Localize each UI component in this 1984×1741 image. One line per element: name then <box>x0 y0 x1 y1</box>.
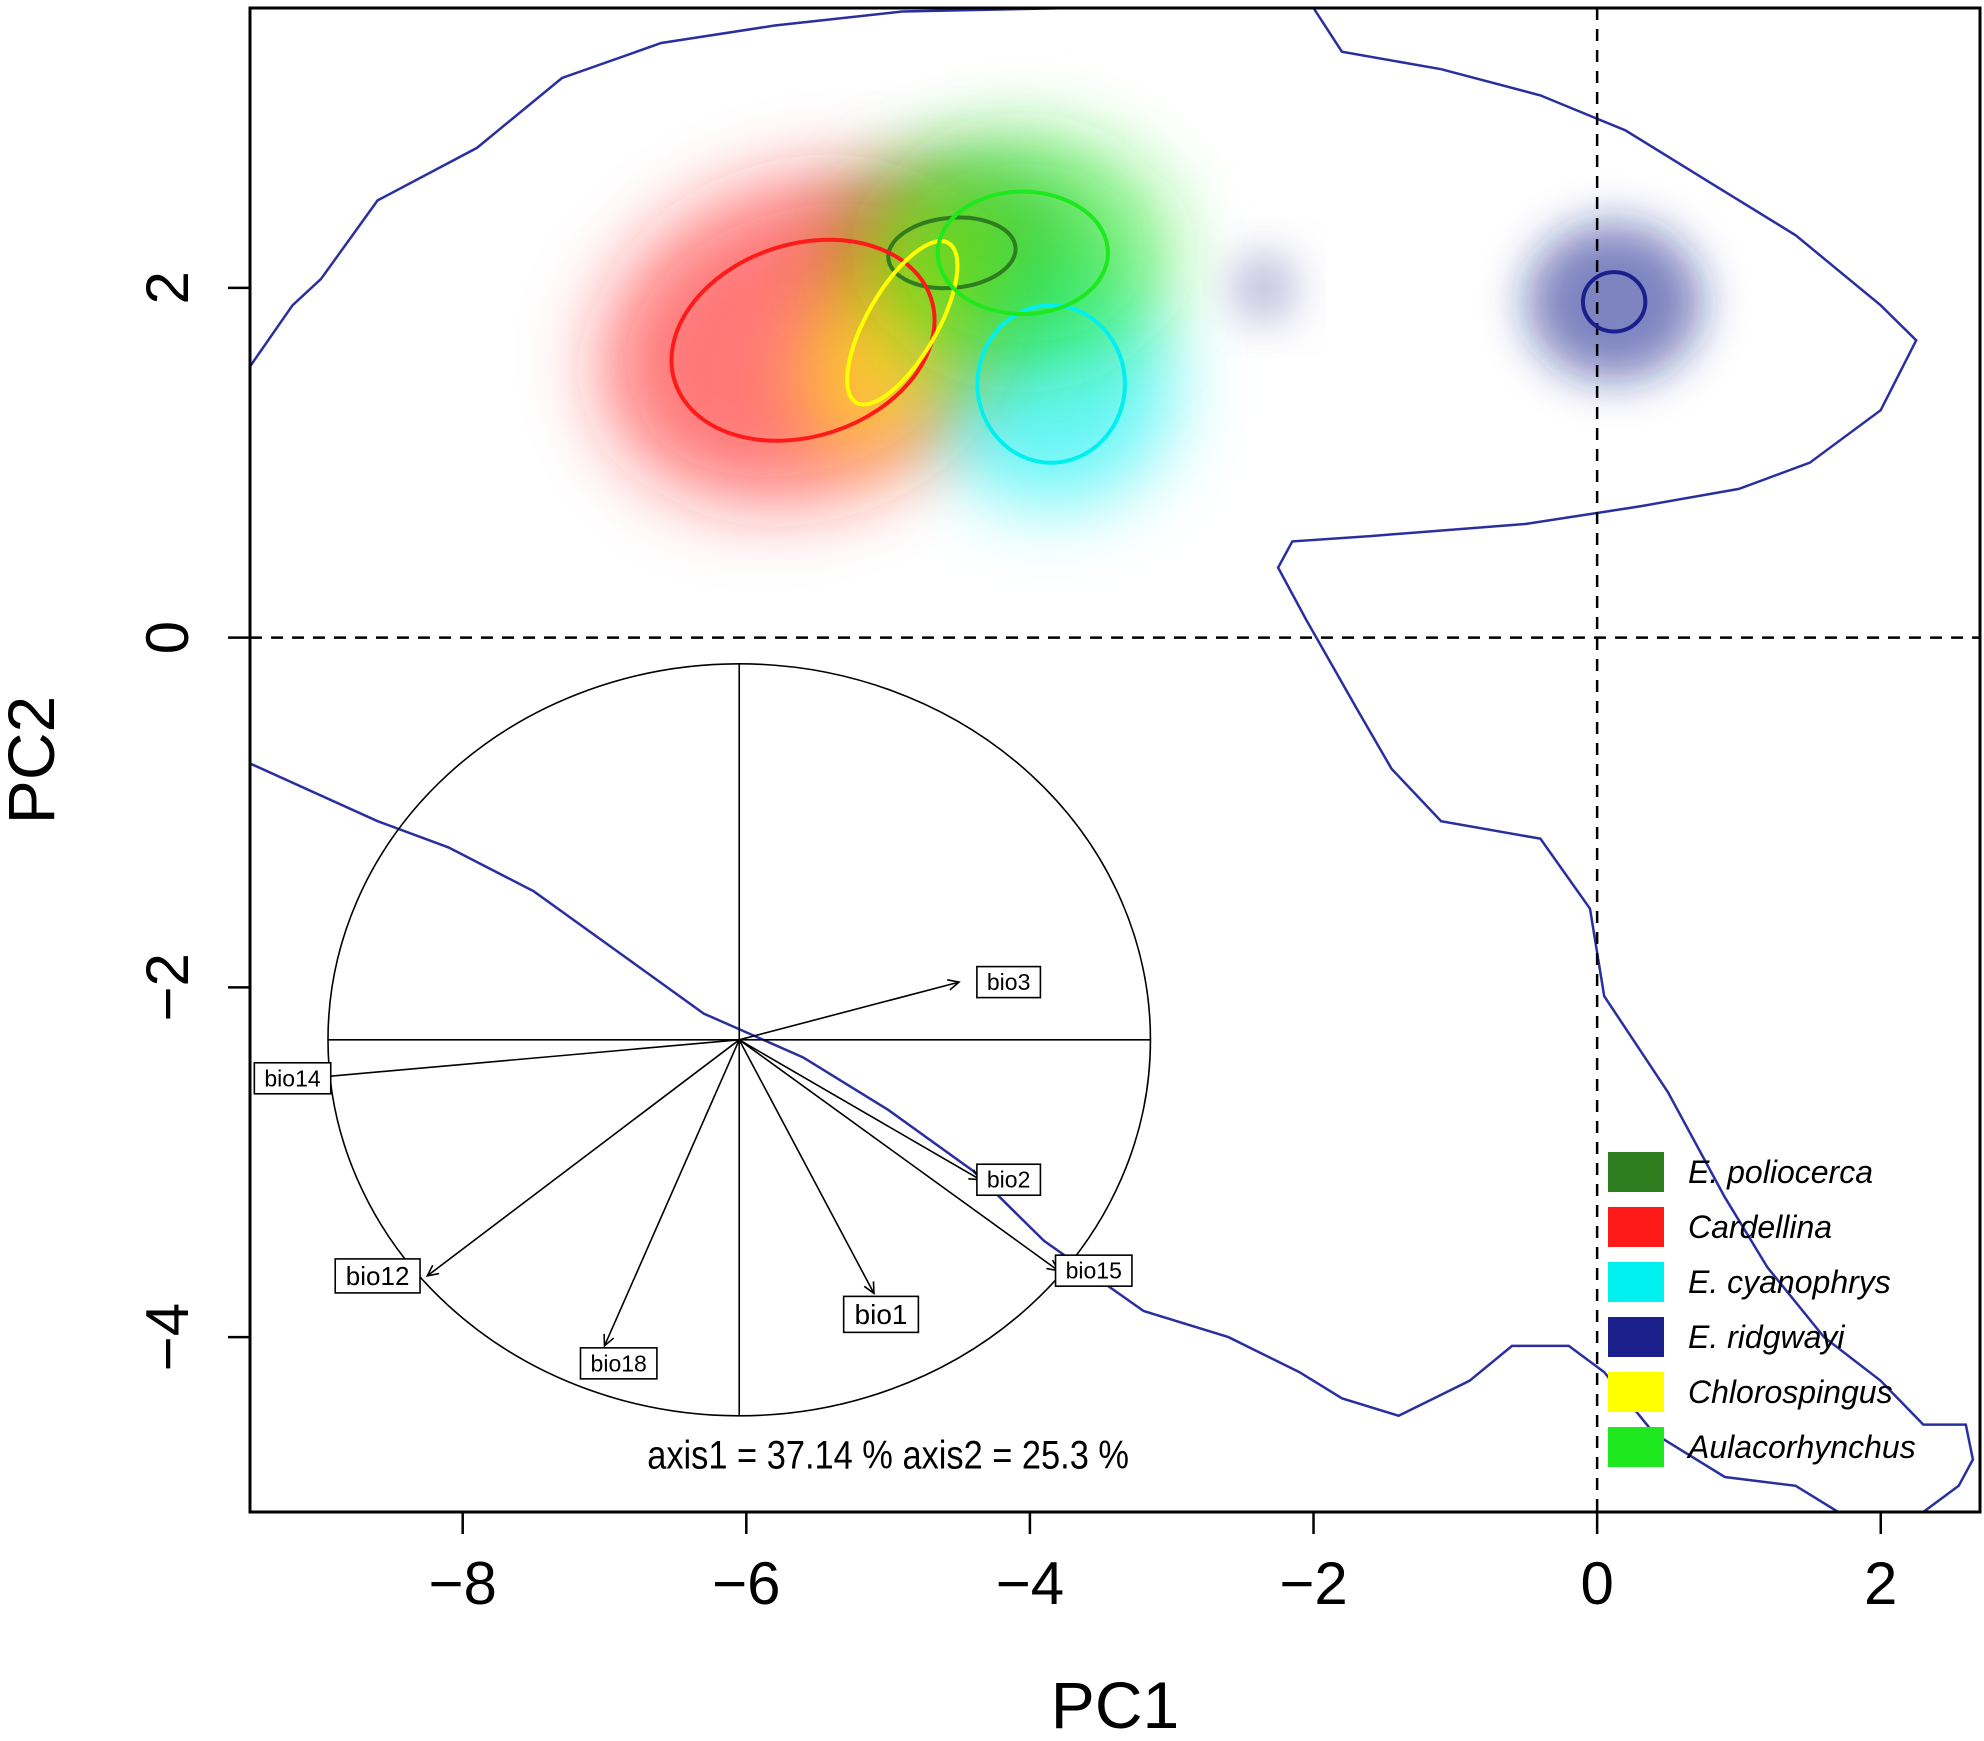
legend-label-aulacorhynchus: Aulacorhynchus <box>1686 1429 1916 1465</box>
legend-label-cardellina: Cardellina <box>1688 1209 1832 1245</box>
legend-swatch-e-poliocerca <box>1608 1152 1664 1192</box>
x-tick-label: −8 <box>428 1550 496 1617</box>
contour-e-cyanophrys <box>975 303 1127 465</box>
arrowhead-bio1 <box>863 1281 875 1296</box>
loading-label-text: bio12 <box>346 1261 410 1291</box>
loading-label-text: bio2 <box>987 1167 1030 1193</box>
loading-arrow-bio14 <box>306 1039 740 1080</box>
y-tick-label: 0 <box>134 621 201 654</box>
loading-label-bio1: bio1 <box>842 1295 920 1334</box>
density-e-ridgwayi <box>1526 223 1703 381</box>
contour-cardellina <box>669 237 937 443</box>
legend-label-e-poliocerca: E. poliocerca <box>1688 1154 1873 1190</box>
y-axis: −4 −2 0 2 <box>134 271 250 1371</box>
legend-swatch-e-ridgwayi <box>1608 1317 1664 1357</box>
arrowhead-bio12 <box>425 1264 440 1278</box>
loading-label-box <box>579 1347 658 1380</box>
legend-label-e-ridgwayi: E. ridgwayi <box>1688 1319 1845 1355</box>
variance-explained-text: axis1 = 37.14 % axis2 = 25.3 % <box>647 1432 1129 1477</box>
density-aulacorhynchus <box>873 136 1172 370</box>
y-tick-label: −2 <box>134 953 201 1021</box>
legend-swatch-aulacorhynchus <box>1608 1427 1664 1467</box>
x-tick-label: 0 <box>1580 1550 1613 1617</box>
envelope-lower-line <box>250 762 1839 1512</box>
reference-lines <box>250 8 1980 1512</box>
loading-label-bio2: bio2 <box>976 1163 1042 1197</box>
loading-arrow-bio18 <box>603 1039 740 1347</box>
x-tick-label: 2 <box>1864 1550 1897 1617</box>
legend: E. poliocerca Cardellina E. cyanophrys E. r… <box>1608 1152 1916 1467</box>
loading-label-text: bio1 <box>855 1299 908 1330</box>
x-tick-label: −2 <box>1279 1550 1347 1617</box>
loading-label-text: bio3 <box>987 969 1030 995</box>
loading-arrow-bio12 <box>426 1039 740 1277</box>
loading-label-box <box>334 1258 421 1294</box>
legend-swatch-cardellina <box>1608 1207 1664 1247</box>
plot-frame <box>248 6 1982 1514</box>
legend-swatch-chlorospingus <box>1608 1372 1664 1412</box>
loading-label-bio14: bio14 <box>253 1061 332 1095</box>
x-axis: −8 −6 −4 −2 0 2 <box>428 1512 1897 1617</box>
loading-label-bio18: bio18 <box>579 1347 658 1380</box>
loading-label-text: bio14 <box>264 1065 320 1091</box>
loading-label-box <box>976 1163 1042 1197</box>
envelope-upper-line <box>250 8 1975 1512</box>
legend-swatch-e-cyanophrys <box>1608 1262 1664 1302</box>
loading-label-box <box>253 1061 332 1095</box>
loading-label-text: bio15 <box>1066 1258 1122 1284</box>
x-tick-label: −6 <box>712 1550 780 1617</box>
loading-label-bio15: bio15 <box>1054 1254 1133 1287</box>
x-tick-label: −4 <box>996 1550 1064 1617</box>
y-tick-label: −4 <box>134 1303 201 1371</box>
density-small-patch <box>1232 252 1296 323</box>
contour-chlorospingus <box>845 239 960 407</box>
loading-label-box <box>842 1295 920 1334</box>
y-axis-title: PC2 <box>0 696 68 824</box>
loading-label-bio3: bio3 <box>976 965 1042 999</box>
loading-arrow-bio1 <box>738 1039 875 1294</box>
niche-contours <box>669 189 1648 465</box>
arrowhead-bio18 <box>603 1333 615 1348</box>
loading-label-bio12: bio12 <box>334 1258 421 1294</box>
arrowhead-bio3 <box>947 979 961 991</box>
x-axis-title: PC1 <box>1051 1668 1179 1741</box>
loading-arrow-bio3 <box>739 981 960 1041</box>
loading-label-box <box>1054 1254 1133 1287</box>
density-layer <box>601 136 1703 506</box>
loading-label-text: bio18 <box>591 1350 647 1376</box>
legend-label-chlorospingus: Chlorospingus <box>1688 1374 1893 1410</box>
contour-e-ridgwayi <box>1580 270 1648 334</box>
y-tick-label: 2 <box>134 271 201 304</box>
legend-label-e-cyanophrys: E. cyanophrys <box>1688 1264 1891 1300</box>
loading-label-box <box>976 965 1042 999</box>
contour-aulacorhynchus <box>935 189 1110 317</box>
loading-arrow-bio15 <box>738 1039 1059 1272</box>
loading-arrow-bio2 <box>738 1039 981 1181</box>
pca-correlation-circle: bio3 bio14 bio2 bio15 bio12 bio1 bio18 axis1 = … <box>253 663 1152 1477</box>
